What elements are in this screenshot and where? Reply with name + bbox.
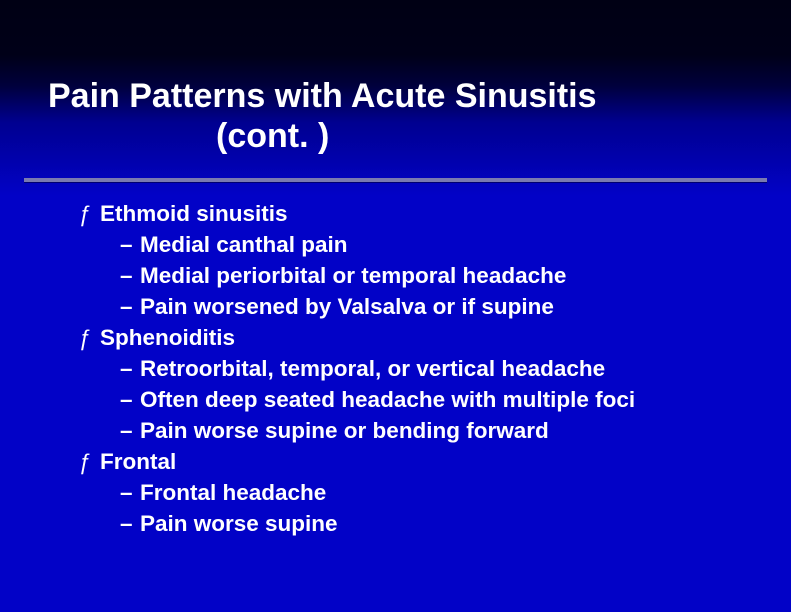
list-item: Pain worse supine or bending forward [78, 415, 751, 446]
bullet-text: Retroorbital, temporal, or vertical head… [140, 356, 605, 381]
section-heading: Sphenoiditis [100, 325, 235, 350]
list-item: Pain worse supine [78, 508, 751, 539]
list-item: Pain worsened by Valsalva or if supine [78, 291, 751, 322]
bullet-text: Pain worse supine [140, 511, 338, 536]
bullet-text: Pain worse supine or bending forward [140, 418, 549, 443]
title-underline [24, 178, 767, 182]
list-item: Often deep seated headache with multiple… [78, 384, 751, 415]
slide-title: Pain Patterns with Acute Sinusitis (cont… [48, 76, 743, 156]
section-heading: Ethmoid sinusitis [100, 201, 288, 226]
list-item: Medial periorbital or temporal headache [78, 260, 751, 291]
slide: Pain Patterns with Acute Sinusitis (cont… [0, 0, 791, 612]
slide-body: Ethmoid sinusitis Medial canthal pain Me… [78, 198, 751, 540]
title-line2: (cont. ) [48, 116, 743, 156]
list-item: Ethmoid sinusitis [78, 198, 751, 229]
list-item: Retroorbital, temporal, or vertical head… [78, 353, 751, 384]
title-block: Pain Patterns with Acute Sinusitis (cont… [0, 76, 791, 164]
bullet-text: Medial periorbital or temporal headache [140, 263, 566, 288]
bullet-text: Frontal headache [140, 480, 326, 505]
list-item: Medial canthal pain [78, 229, 751, 260]
list-item: Frontal headache [78, 477, 751, 508]
list-item: Frontal [78, 446, 751, 477]
section-heading: Frontal [100, 449, 176, 474]
list-item: Sphenoiditis [78, 322, 751, 353]
bullet-text: Pain worsened by Valsalva or if supine [140, 294, 554, 319]
bullet-text: Often deep seated headache with multiple… [140, 387, 635, 412]
bullet-text: Medial canthal pain [140, 232, 348, 257]
title-line1: Pain Patterns with Acute Sinusitis [48, 77, 597, 115]
